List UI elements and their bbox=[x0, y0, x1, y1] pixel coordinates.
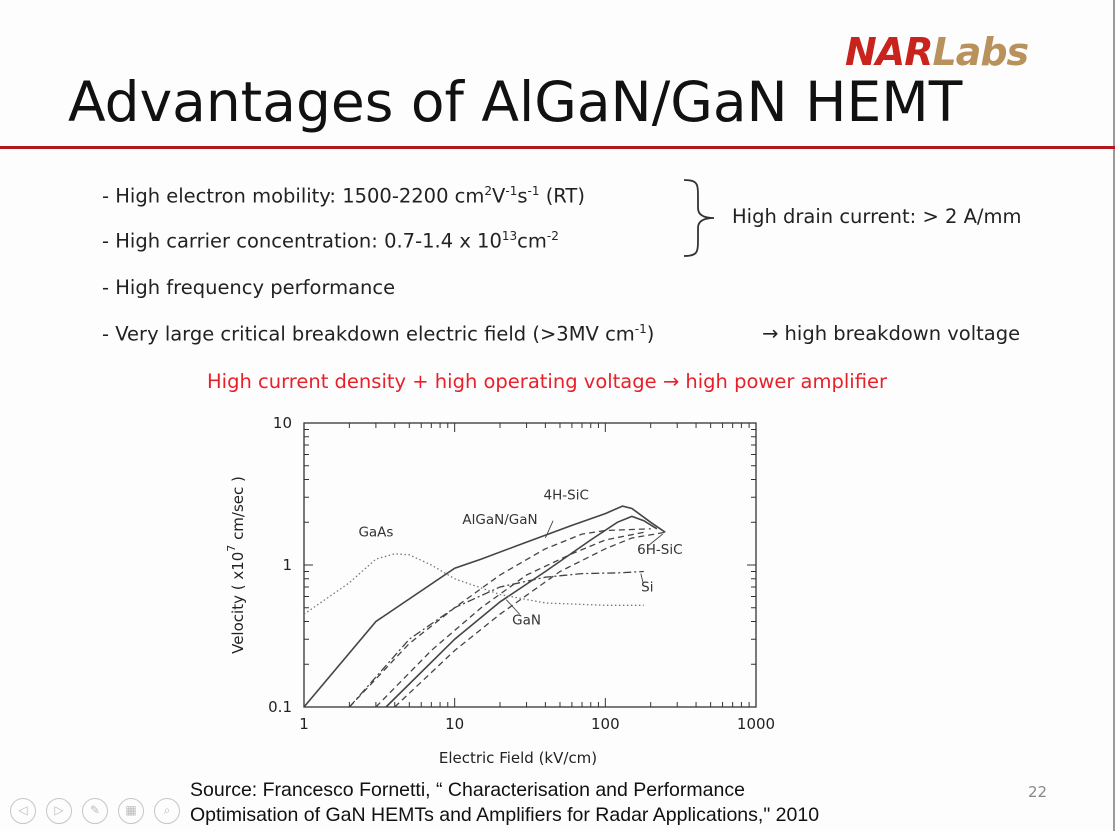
bullet-sup: -1 bbox=[505, 184, 518, 198]
x-tick-label: 1 bbox=[299, 715, 309, 733]
bullet-text: - Very large critical breakdown electric… bbox=[102, 322, 635, 346]
series-line-6h-sic bbox=[394, 531, 666, 708]
logo-labs: Labs bbox=[932, 30, 1029, 74]
bullet-electron-mobility: - High electron mobility: 1500-2200 cm2V… bbox=[102, 184, 585, 208]
source-line-2: Optimisation of GaN HEMTs and Amplifiers… bbox=[190, 804, 820, 826]
slide-grid-icon[interactable]: ▦ bbox=[118, 798, 144, 824]
ylabel-sup: 7 bbox=[225, 545, 238, 552]
logo-nar: NAR bbox=[845, 30, 933, 74]
bullet-carrier-concentration: - High carrier concentration: 0.7-1.4 x … bbox=[102, 229, 559, 253]
bullet-text: s bbox=[517, 184, 528, 208]
bullet-sup: 13 bbox=[501, 229, 518, 243]
bullet-breakdown-field: - Very large critical breakdown electric… bbox=[102, 322, 654, 346]
previous-slide-icon[interactable]: ◁ bbox=[10, 798, 36, 824]
page-number: 22 bbox=[1028, 783, 1048, 801]
series-line-gaas bbox=[303, 553, 644, 615]
bullet-frequency: - High frequency performance bbox=[102, 276, 396, 299]
slide-title: Advantages of AlGaN/GaN HEMT bbox=[68, 70, 963, 134]
velocity-field-chart: 1 10 100 1000 0.1 1 10 AlGaN/GaN 4H-SiC GaAs 6H-S… bbox=[225, 414, 775, 767]
ylabel-text: cm/sec ) bbox=[229, 476, 247, 545]
label-leader-line bbox=[544, 520, 554, 539]
y-tick-label: 0.1 bbox=[268, 698, 292, 716]
chart-labels-group: AlGaN/GaN 4H-SiC GaAs 6H-SiC Si GaN bbox=[358, 488, 682, 629]
ylabel-text: Velocity ( x10 bbox=[229, 552, 247, 654]
title-divider bbox=[0, 146, 1115, 149]
label-leader-line bbox=[640, 573, 644, 583]
y-tick-label: 1 bbox=[282, 556, 292, 574]
bullet-text: - High carrier concentration: 0.7-1.4 x … bbox=[102, 229, 502, 253]
series-line-algan-gan bbox=[303, 505, 666, 708]
narlabs-logo: NARLabs bbox=[845, 30, 1029, 74]
series-line-gan bbox=[385, 515, 658, 708]
bullet-sup: -1 bbox=[634, 322, 647, 336]
series-line-unlabeled-4 bbox=[375, 531, 644, 708]
bullet-text: V bbox=[492, 184, 506, 208]
bullet-text: - High electron mobility: 1500-2200 cm bbox=[102, 184, 485, 208]
bullet-sup: 2 bbox=[484, 184, 493, 198]
bullet-text: cm bbox=[517, 229, 547, 253]
power-amplifier-highlight: High current density + high operating vo… bbox=[207, 370, 888, 393]
x-tick-label: 10 bbox=[445, 715, 464, 733]
series-line-si bbox=[348, 570, 644, 708]
window-edge bbox=[1113, 0, 1115, 831]
chart-axes: 1 10 100 1000 0.1 1 10 bbox=[268, 414, 775, 733]
source-line-1: Source: Francesco Fornetti, “ Characteri… bbox=[190, 779, 745, 801]
chart-xlabel: Electric Field (kV/cm) bbox=[439, 749, 597, 767]
chart-series-group bbox=[303, 505, 666, 708]
plot-frame bbox=[303, 422, 757, 708]
bullet-text: ) bbox=[646, 322, 655, 346]
bullet-sup: -2 bbox=[546, 229, 559, 243]
series-label-algan-gan: AlGaN/GaN bbox=[462, 512, 537, 528]
bullet-text: (RT) bbox=[539, 184, 585, 208]
label-leader-line bbox=[505, 599, 520, 615]
x-tick-label: 100 bbox=[591, 715, 620, 733]
series-line-4h-sic bbox=[348, 528, 651, 708]
series-label-6h-sic: 6H-SiC bbox=[637, 542, 682, 558]
drain-current-note: High drain current: > 2 A/mm bbox=[732, 205, 1022, 228]
breakdown-voltage-note: → high breakdown voltage bbox=[762, 322, 1021, 345]
zoom-icon[interactable]: ⌕ bbox=[154, 798, 180, 824]
series-label-si: Si bbox=[641, 580, 653, 596]
x-tick-label: 1000 bbox=[737, 715, 775, 733]
series-label-gaas: GaAs bbox=[358, 524, 393, 540]
y-tick-label: 10 bbox=[273, 414, 292, 432]
label-leader-line bbox=[647, 533, 663, 547]
next-slide-icon[interactable]: ▷ bbox=[46, 798, 72, 824]
series-label-4h-sic: 4H-SiC bbox=[544, 488, 589, 504]
bullet-sup: -1 bbox=[527, 184, 540, 198]
pen-icon[interactable]: ✎ bbox=[82, 798, 108, 824]
series-label-gan: GaN bbox=[512, 613, 541, 629]
source-citation: Source: Francesco Fornetti, “ Characteri… bbox=[190, 778, 819, 828]
chart-ylabel: Velocity ( x107 cm/sec ) bbox=[225, 476, 247, 654]
curly-brace-icon bbox=[683, 179, 715, 257]
